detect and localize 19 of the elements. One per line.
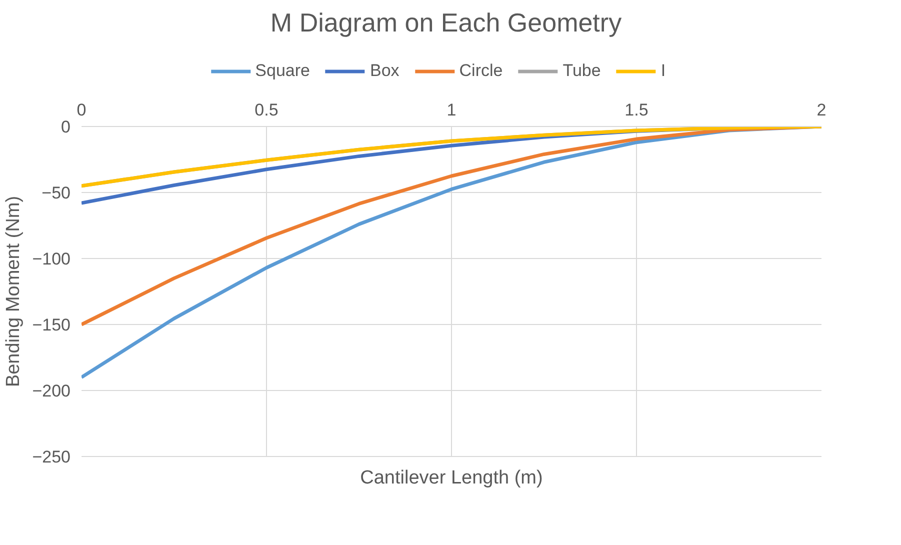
legend-label: Square [255, 61, 310, 81]
x-tick-label: 1.5 [624, 100, 648, 120]
x-tick-label: 0.5 [254, 100, 278, 120]
x-tick-label: 1 [446, 100, 456, 120]
y-tick-label: −200 [32, 382, 71, 400]
legend-label: I [660, 61, 667, 81]
x-tick-label: 2 [816, 100, 826, 120]
x-axis-title: Cantilever Length (m) [360, 468, 543, 488]
legend-label: Tube [562, 61, 601, 81]
legend-label: Circle [459, 61, 503, 81]
legend-label: Box [370, 61, 400, 81]
chart-title: M Diagram on Each Geometry [270, 8, 622, 38]
y-tick-label: 0 [61, 118, 71, 136]
y-tick-label: −250 [32, 448, 71, 466]
y-tick-label: −100 [32, 250, 71, 268]
y-axis-title: Bending Moment (Nm) [3, 196, 24, 388]
x-tick-label: 0 [76, 100, 86, 120]
y-tick-label: −50 [42, 184, 71, 202]
y-tick-label: −150 [32, 316, 71, 334]
